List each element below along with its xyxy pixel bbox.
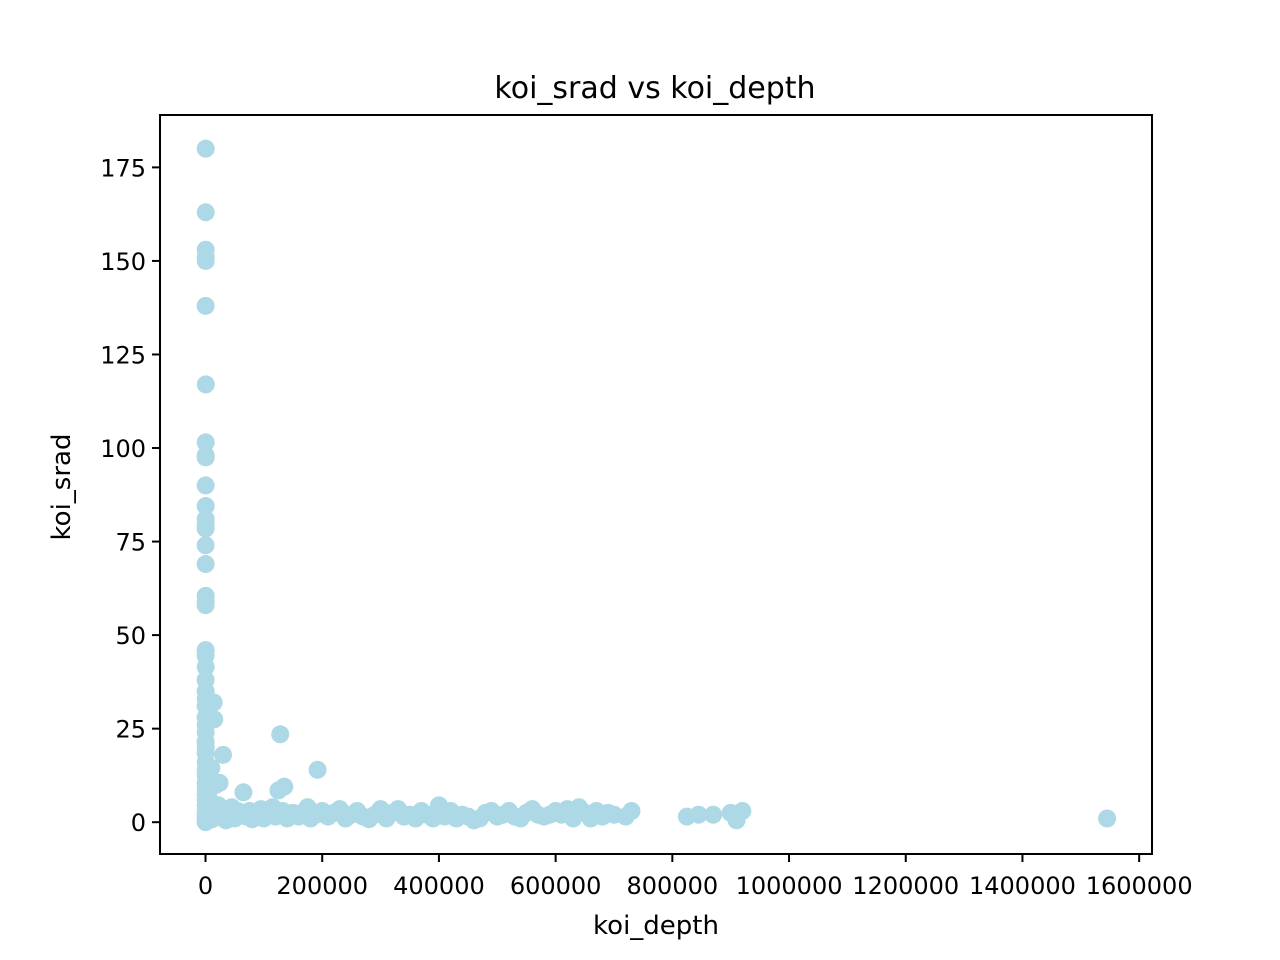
data-point: [196, 657, 215, 676]
x-tick-label: 200000: [276, 872, 368, 900]
data-point: [196, 251, 215, 270]
y-tick-label: 75: [115, 529, 146, 557]
y-tick-label: 100: [100, 435, 146, 463]
data-point: [196, 519, 215, 538]
y-tick-label: 50: [115, 622, 146, 650]
data-point: [196, 433, 215, 452]
y-tick-label: 0: [131, 809, 146, 837]
y-tick-label: 175: [100, 154, 146, 182]
data-point: [196, 497, 215, 516]
data-point: [196, 139, 215, 158]
data-point: [234, 783, 253, 802]
data-point: [205, 710, 224, 729]
points-layer: [196, 139, 1117, 832]
x-tick-label: 1600000: [1086, 872, 1193, 900]
data-point: [308, 760, 327, 779]
x-axis-label: koi_depth: [593, 911, 719, 941]
x-tick-label: 1000000: [736, 872, 843, 900]
y-tick-label: 150: [100, 248, 146, 276]
data-point: [196, 375, 215, 394]
data-point: [214, 745, 233, 764]
data-point: [196, 448, 215, 467]
data-point: [1098, 809, 1117, 828]
data-point: [733, 801, 752, 820]
plot-frame: [159, 114, 1153, 855]
x-tick-label: 1400000: [969, 872, 1076, 900]
x-tick-label: 1200000: [852, 872, 959, 900]
data-point: [204, 693, 223, 712]
y-axis: 0 25 50 75 100 125 150 175: [100, 154, 160, 837]
y-tick-label: 125: [100, 341, 146, 369]
chart-title: koi_srad vs koi_depth: [494, 71, 815, 106]
x-tick-label: 800000: [627, 872, 719, 900]
data-point: [271, 725, 290, 744]
y-tick-label: 25: [115, 716, 146, 744]
x-tick-label: 0: [198, 872, 213, 900]
data-point: [210, 773, 229, 792]
data-point: [196, 203, 215, 222]
data-point: [196, 296, 215, 315]
x-axis: 0 200000 400000 600000 800000 1000000 1200000 1…: [198, 854, 1193, 900]
data-point: [202, 758, 221, 777]
data-point: [196, 596, 215, 615]
data-point: [275, 777, 294, 796]
y-axis-label: koi_srad: [47, 434, 77, 541]
data-point: [196, 536, 215, 555]
data-point: [196, 555, 215, 574]
data-point: [196, 476, 215, 495]
x-tick-label: 400000: [393, 872, 485, 900]
data-point: [689, 805, 708, 824]
data-point: [704, 805, 723, 824]
x-tick-label: 600000: [510, 872, 602, 900]
data-point: [622, 801, 641, 820]
